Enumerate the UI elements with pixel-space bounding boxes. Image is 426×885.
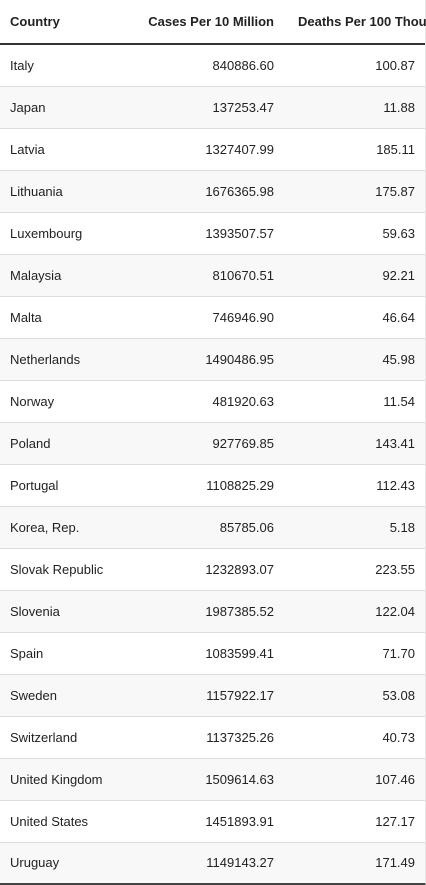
column-header-deaths[interactable]: Deaths Per 100 Thousand xyxy=(298,14,426,29)
country-cell: Uruguay xyxy=(10,855,60,871)
cases-cell: 1987385.52 xyxy=(205,603,274,619)
table-row: Uruguay 1149143.27 171.49 xyxy=(0,842,425,883)
deaths-cell: 53.08 xyxy=(382,687,415,703)
country-cell: Norway xyxy=(10,393,55,409)
column-header-cases[interactable]: Cases Per 10 Million xyxy=(148,14,274,29)
cases-cell: 1393507.57 xyxy=(205,225,274,241)
country-cell: Netherlands xyxy=(10,351,81,367)
deaths-cell: 112.43 xyxy=(376,477,415,493)
table-row: Lithuania 1676365.98 175.87 xyxy=(0,170,425,212)
table-row: Japan 137253.47 11.88 xyxy=(0,86,425,128)
table-header: Country Cases Per 10 Million Deaths Per … xyxy=(0,0,426,44)
deaths-cell: 185.11 xyxy=(376,141,415,157)
country-cell: Slovak Republic xyxy=(10,561,104,577)
country-cell: Lithuania xyxy=(10,183,63,199)
cases-cell: 481920.63 xyxy=(212,393,274,409)
cases-cell: 1083599.41 xyxy=(205,645,274,661)
table-row: Malaysia 810670.51 92.21 xyxy=(0,254,425,296)
country-cell: Luxembourg xyxy=(10,225,83,241)
deaths-cell: 11.88 xyxy=(383,99,415,115)
cases-cell: 1327407.99 xyxy=(205,141,274,157)
deaths-cell: 122.04 xyxy=(375,603,415,619)
table-row: Slovenia 1987385.52 122.04 xyxy=(0,590,425,632)
country-cell: Sweden xyxy=(10,687,57,703)
table-body: Italy 840886.60 100.87 Japan 137253.47 11.88 L… xyxy=(0,44,425,883)
country-cell: Malaysia xyxy=(10,267,62,283)
table-row: Poland 927769.85 143.41 xyxy=(0,422,425,464)
deaths-cell: 11.54 xyxy=(383,393,415,409)
table-row: Italy 840886.60 100.87 xyxy=(0,44,425,86)
country-cell: Malta xyxy=(10,309,42,325)
table-row: Netherlands 1490486.95 45.98 xyxy=(0,338,425,380)
cases-cell: 85785.06 xyxy=(219,519,274,535)
cases-cell: 1108825.29 xyxy=(206,477,274,493)
country-cell: United Kingdom xyxy=(10,771,103,787)
country-cell: Slovenia xyxy=(10,603,60,619)
table-row: Luxembourg 1393507.57 59.63 xyxy=(0,212,425,254)
column-header-country[interactable]: Country xyxy=(10,14,60,29)
country-cell: Portugal xyxy=(10,477,59,493)
deaths-cell: 143.41 xyxy=(375,435,415,451)
table-row: United Kingdom 1509614.63 107.46 xyxy=(0,758,425,800)
cases-cell: 1149143.27 xyxy=(206,855,274,871)
deaths-cell: 175.87 xyxy=(375,183,415,199)
table-row: Spain 1083599.41 71.70 xyxy=(0,632,425,674)
cases-cell: 1451893.91 xyxy=(205,813,274,829)
country-cell: Spain xyxy=(10,645,44,661)
table-row: Sweden 1157922.17 53.08 xyxy=(0,674,425,716)
cases-cell: 840886.60 xyxy=(212,57,274,73)
deaths-cell: 45.98 xyxy=(382,351,415,367)
country-cell: Japan xyxy=(10,99,46,115)
cases-cell: 1157922.17 xyxy=(206,687,274,703)
table-row: Latvia 1327407.99 185.11 xyxy=(0,128,425,170)
deaths-cell: 40.73 xyxy=(382,729,415,745)
country-cell: Italy xyxy=(10,57,34,73)
cases-cell: 746946.90 xyxy=(212,309,274,325)
table-row: Portugal 1108825.29 112.43 xyxy=(0,464,425,506)
cases-cell: 1676365.98 xyxy=(205,183,274,199)
deaths-cell: 5.18 xyxy=(389,519,415,535)
cases-cell: 1232893.07 xyxy=(205,561,274,577)
deaths-cell: 59.63 xyxy=(382,225,415,241)
deaths-cell: 46.64 xyxy=(382,309,415,325)
table-row: Norway 481920.63 11.54 xyxy=(0,380,425,422)
deaths-cell: 100.87 xyxy=(375,57,415,73)
deaths-cell: 223.55 xyxy=(375,561,415,577)
country-cell: Korea, Rep. xyxy=(10,519,80,535)
country-cell: Switzerland xyxy=(10,729,78,745)
header-row: Country Cases Per 10 Million Deaths Per … xyxy=(0,0,426,44)
cases-cell: 1137325.26 xyxy=(206,729,274,745)
table-row: Slovak Republic 1232893.07 223.55 xyxy=(0,548,425,590)
table-row: Malta 746946.90 46.64 xyxy=(0,296,425,338)
deaths-cell: 171.49 xyxy=(375,855,415,871)
deaths-cell: 71.70 xyxy=(382,645,415,661)
country-cell: Latvia xyxy=(10,141,45,157)
table-row: Korea, Rep. 85785.06 5.18 xyxy=(0,506,425,548)
table-row: United States 1451893.91 127.17 xyxy=(0,800,425,842)
cases-cell: 810670.51 xyxy=(212,267,274,283)
cases-cell: 1509614.63 xyxy=(205,771,274,787)
deaths-cell: 92.21 xyxy=(382,267,415,283)
deaths-cell: 127.17 xyxy=(375,813,415,829)
country-cell: United States xyxy=(10,813,89,829)
deaths-cell: 107.46 xyxy=(375,771,415,787)
country-cell: Poland xyxy=(10,435,51,451)
cases-cell: 1490486.95 xyxy=(205,351,274,367)
cases-cell: 137253.47 xyxy=(212,99,274,115)
table-row: Switzerland 1137325.26 40.73 xyxy=(0,716,425,758)
cases-cell: 927769.85 xyxy=(212,435,274,451)
